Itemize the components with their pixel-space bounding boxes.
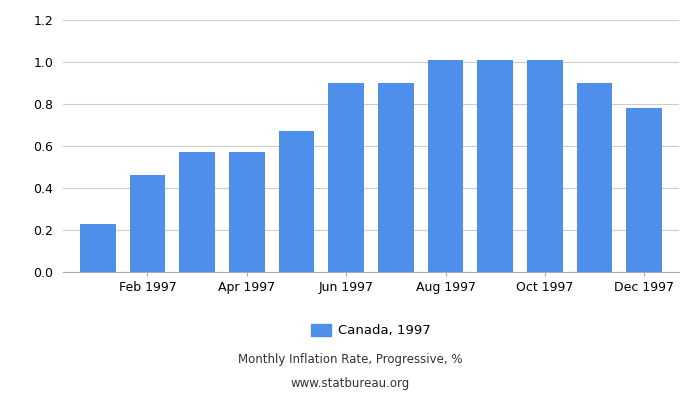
Bar <box>229 152 265 272</box>
Text: www.statbureau.org: www.statbureau.org <box>290 378 410 390</box>
Bar <box>328 83 364 272</box>
Bar <box>378 83 414 272</box>
Legend: Canada, 1997: Canada, 1997 <box>312 324 430 337</box>
Bar <box>279 131 314 272</box>
Bar <box>527 60 563 272</box>
Bar <box>428 60 463 272</box>
Text: Monthly Inflation Rate, Progressive, %: Monthly Inflation Rate, Progressive, % <box>238 354 462 366</box>
Bar <box>179 152 215 272</box>
Bar <box>577 83 612 272</box>
Bar <box>477 60 513 272</box>
Bar <box>130 175 165 272</box>
Bar <box>626 108 662 272</box>
Bar <box>80 224 116 272</box>
